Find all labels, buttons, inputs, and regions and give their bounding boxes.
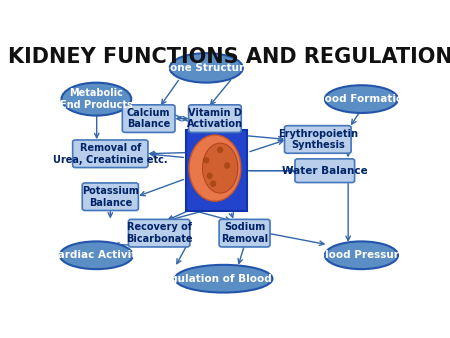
- Ellipse shape: [325, 241, 398, 269]
- Ellipse shape: [325, 85, 398, 113]
- Text: Blood Formation: Blood Formation: [313, 94, 410, 104]
- Ellipse shape: [189, 135, 241, 201]
- Text: Metabolic
End Products: Metabolic End Products: [60, 88, 133, 110]
- FancyBboxPatch shape: [82, 183, 139, 211]
- Text: Blood Pressure: Blood Pressure: [317, 250, 406, 260]
- FancyBboxPatch shape: [186, 130, 247, 211]
- FancyBboxPatch shape: [284, 126, 351, 153]
- Text: Erythropoietin
Synthesis: Erythropoietin Synthesis: [278, 129, 358, 150]
- Ellipse shape: [60, 241, 133, 269]
- Text: Cardiac Activity: Cardiac Activity: [50, 250, 143, 260]
- Ellipse shape: [217, 147, 223, 153]
- Text: Potassium
Balance: Potassium Balance: [82, 186, 139, 208]
- Ellipse shape: [202, 143, 238, 193]
- FancyBboxPatch shape: [122, 105, 175, 132]
- Ellipse shape: [207, 173, 213, 179]
- FancyBboxPatch shape: [295, 159, 355, 183]
- Text: Removal of
Urea, Creatinine etc.: Removal of Urea, Creatinine etc.: [53, 143, 167, 165]
- Ellipse shape: [210, 180, 216, 187]
- FancyBboxPatch shape: [72, 140, 148, 168]
- Ellipse shape: [203, 157, 209, 164]
- FancyBboxPatch shape: [219, 219, 270, 247]
- Text: Sodium
Removal: Sodium Removal: [221, 222, 268, 244]
- Ellipse shape: [224, 162, 230, 169]
- Text: Recovery of
Bicarbonate: Recovery of Bicarbonate: [126, 222, 193, 244]
- Text: Bone Structure: Bone Structure: [162, 63, 251, 73]
- Ellipse shape: [62, 83, 131, 116]
- Text: Water Balance: Water Balance: [282, 166, 368, 176]
- Text: KIDNEY FUNCTIONS AND REGULATION: KIDNEY FUNCTIONS AND REGULATION: [8, 47, 450, 67]
- FancyBboxPatch shape: [128, 219, 190, 247]
- Ellipse shape: [170, 53, 243, 82]
- Ellipse shape: [175, 265, 273, 293]
- Text: Calcium
Balance: Calcium Balance: [127, 108, 171, 129]
- Text: Regulation of Blood pH: Regulation of Blood pH: [155, 274, 292, 284]
- FancyBboxPatch shape: [189, 105, 241, 132]
- Text: Vitamin D
Activation: Vitamin D Activation: [187, 108, 243, 129]
